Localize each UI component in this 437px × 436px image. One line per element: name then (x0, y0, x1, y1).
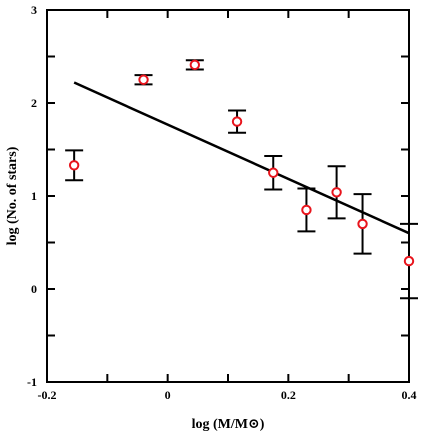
y-tick-label: 3 (31, 3, 37, 17)
x-tick-label: -0.2 (38, 388, 57, 402)
y-tick-label: -1 (27, 375, 37, 389)
plot-frame (46, 9, 410, 383)
y-axis-title: log (No. of stars) (5, 146, 20, 245)
data-markers (68, 59, 415, 267)
y-tick-label: 1 (31, 189, 37, 203)
data-point (301, 204, 312, 216)
fit-line (73, 81, 410, 235)
data-point (189, 59, 201, 71)
data-point (68, 160, 80, 171)
axis-ticks (46, 9, 410, 383)
x-tick-label: 0.2 (281, 388, 296, 402)
data-point (231, 116, 243, 127)
data-point (403, 255, 415, 267)
tick-labels: -0.2 0 0.2 0.4 -1 0 1 2 3 (27, 3, 417, 402)
data-point (357, 218, 368, 230)
x-tick-label: 0.4 (402, 388, 417, 402)
error-bars (65, 59, 418, 300)
data-point (138, 74, 149, 85)
x-axis-title: log (M/M⊙) (192, 417, 265, 432)
x-tick-label: 0 (165, 388, 171, 402)
y-tick-label: 0 (31, 282, 37, 296)
data-point (331, 187, 342, 198)
data-point (268, 167, 279, 178)
fit-line-group (73, 81, 410, 235)
y-tick-label: 2 (31, 96, 37, 110)
